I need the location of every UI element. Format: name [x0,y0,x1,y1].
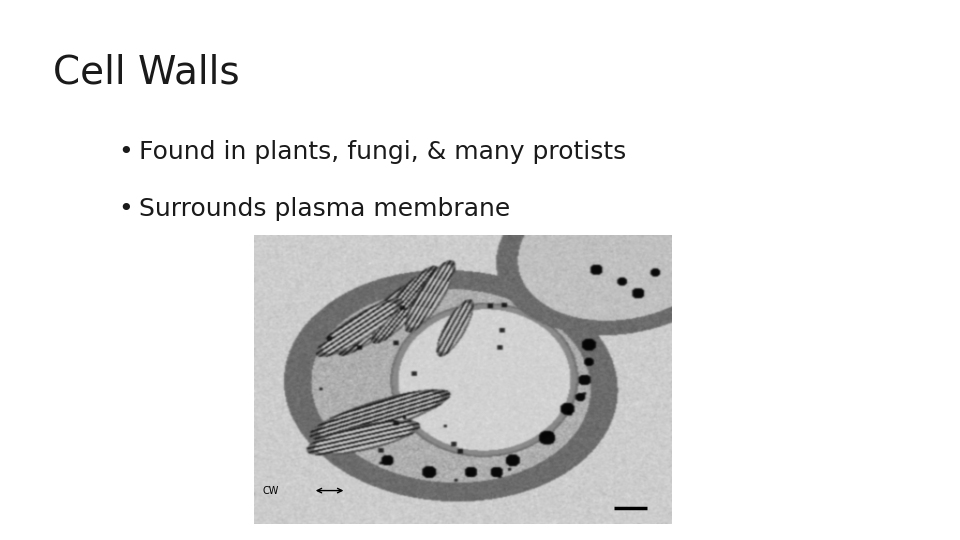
Text: •: • [118,197,132,221]
Text: CW: CW [263,485,279,496]
Text: •: • [118,140,132,164]
Text: Cell Walls: Cell Walls [53,54,239,92]
Text: Found in plants, fungi, & many protists: Found in plants, fungi, & many protists [139,140,627,164]
Text: Surrounds plasma membrane: Surrounds plasma membrane [139,197,511,221]
